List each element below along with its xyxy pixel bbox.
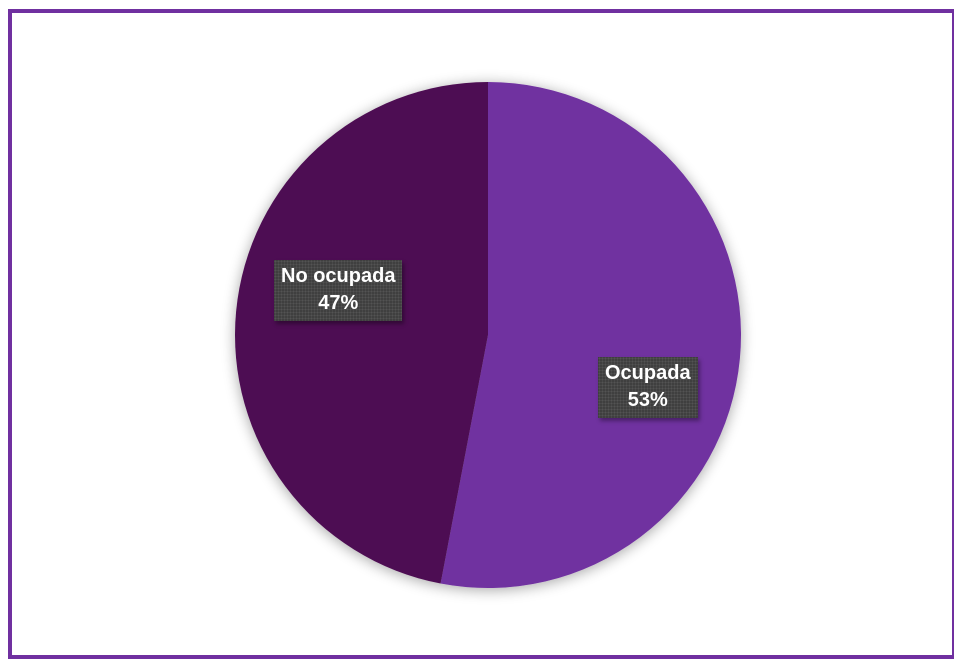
data-label-category: Ocupada (605, 361, 691, 384)
data-label-category: No ocupada (281, 264, 396, 287)
pie-slice-ocupada (440, 82, 742, 588)
pie-slice-no-ocupada (235, 82, 488, 584)
data-label-ocupada: Ocupada 53% (598, 356, 698, 418)
data-label-percent: 53% (627, 388, 668, 411)
data-label-percent: 47% (318, 291, 359, 314)
data-label-no-ocupada: No ocupada 47% (274, 259, 403, 321)
